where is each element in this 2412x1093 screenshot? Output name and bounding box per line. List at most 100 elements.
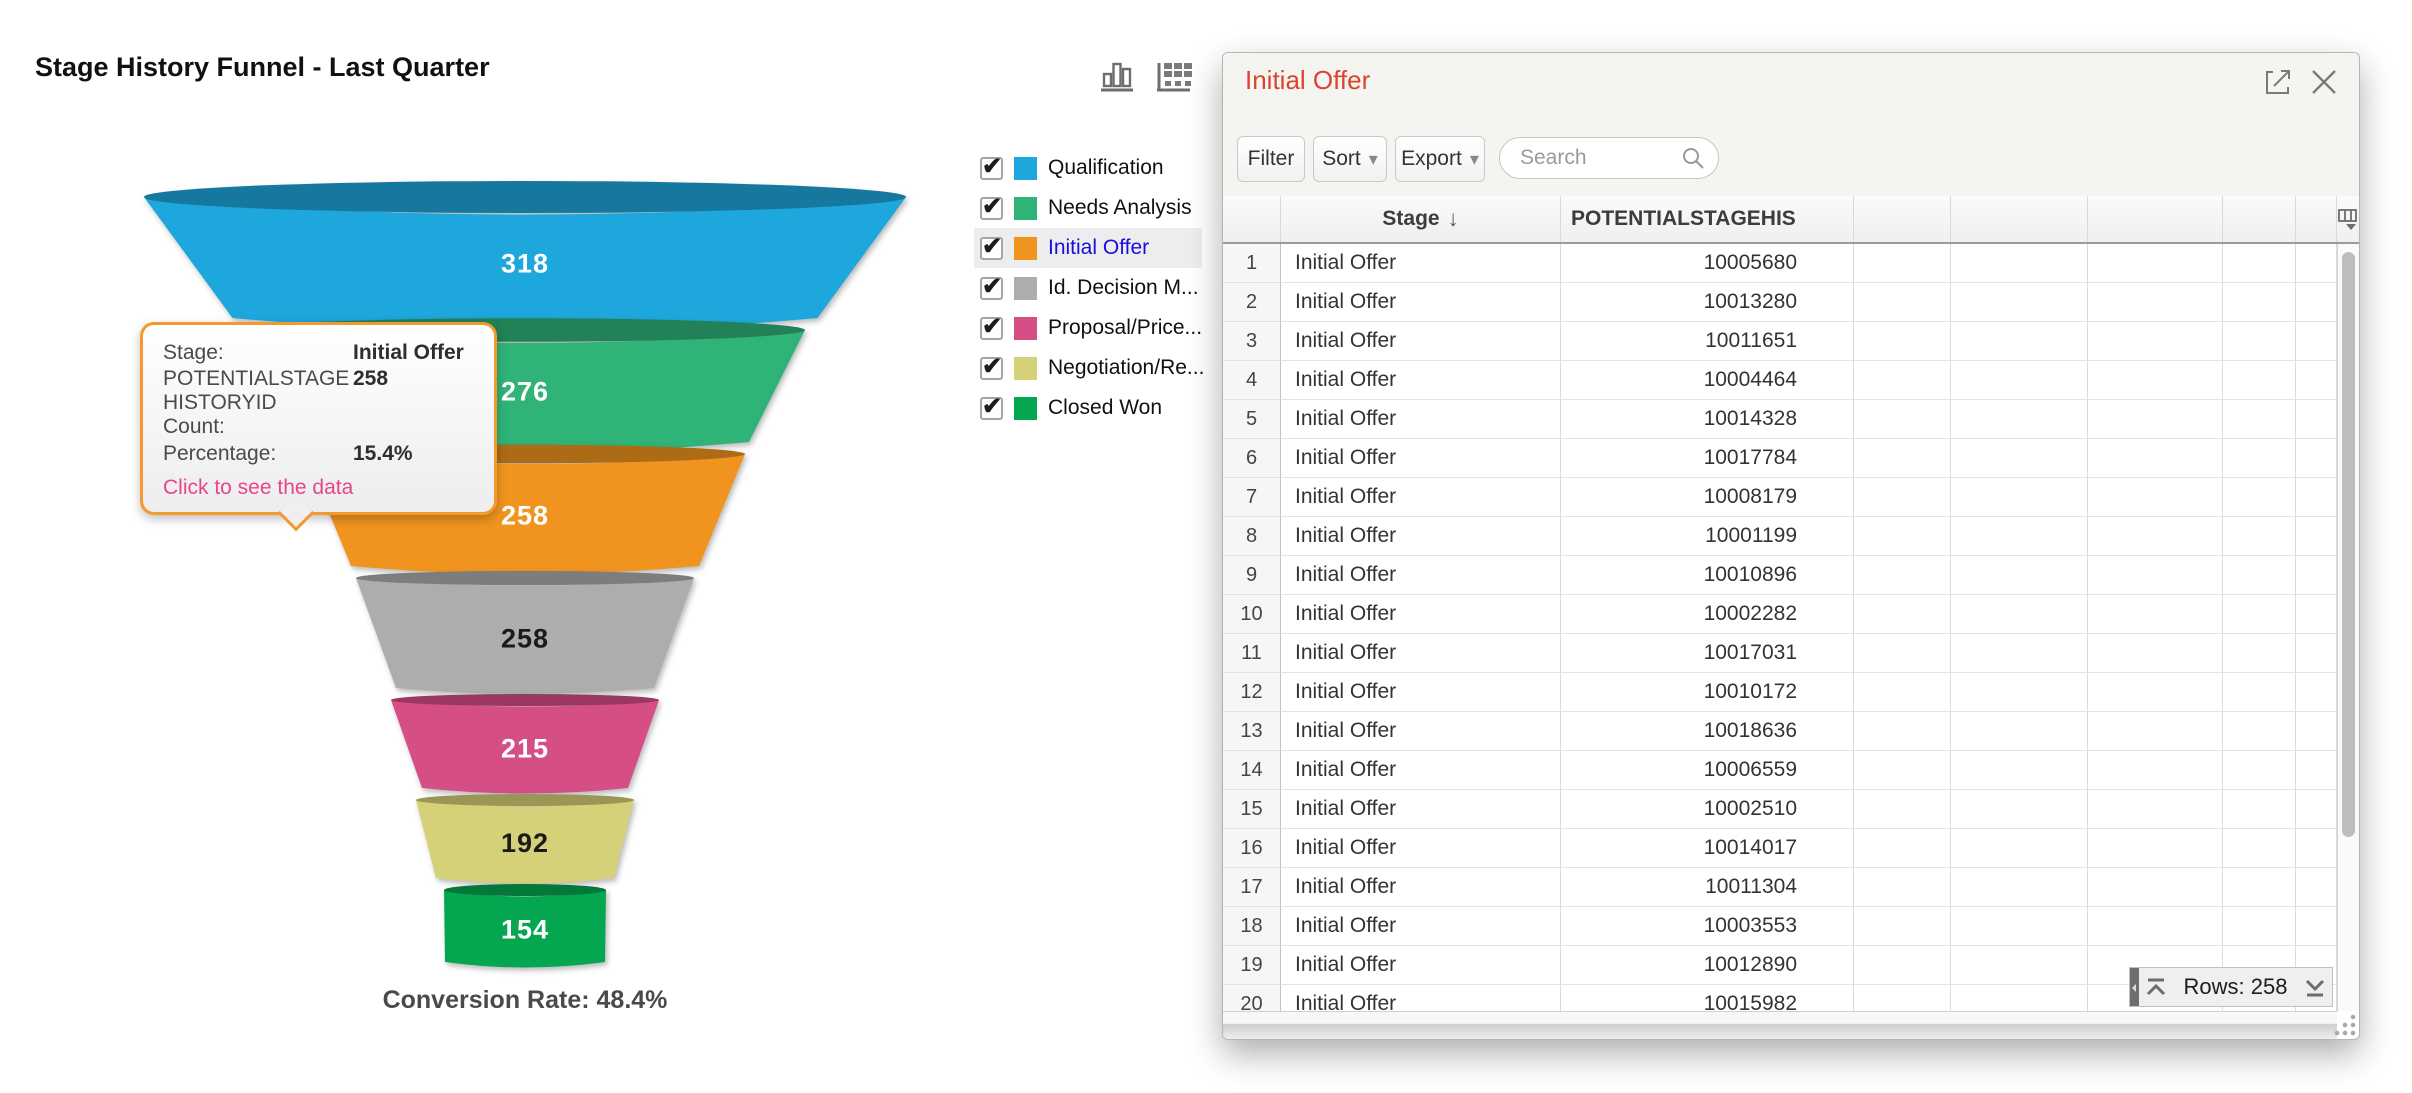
search-input[interactable] (1518, 145, 1680, 171)
scroll-to-top-icon[interactable] (2139, 968, 2173, 1006)
table-row[interactable]: 8 Initial Offer 10001199 (1223, 517, 2337, 556)
legend-item-negotiation-re---[interactable]: Negotiation/Re... (974, 348, 1204, 388)
checkbox-icon[interactable] (980, 232, 1003, 261)
data-panel: Initial Offer Filter Sort Export (1222, 52, 2360, 1040)
table-row[interactable]: 4 Initial Offer 10004464 (1223, 361, 2337, 400)
close-icon[interactable] (2309, 67, 2339, 97)
table-row[interactable]: 12 Initial Offer 10010172 (1223, 673, 2337, 712)
rows-count-label: Rows: 258 (2173, 974, 2298, 1000)
legend-item-proposal-price---[interactable]: Proposal/Price... (974, 308, 1202, 348)
bar-chart-icon[interactable] (1096, 56, 1138, 98)
stage-cell: Initial Offer (1281, 283, 1561, 322)
funnel-segment-qualification[interactable]: 318 (144, 180, 906, 332)
scroll-to-bottom-icon[interactable] (2298, 968, 2332, 1006)
caret-down-icon (1470, 147, 1479, 171)
stage-cell: Initial Offer (1281, 595, 1561, 634)
table-row[interactable]: 15 Initial Offer 10002510 (1223, 790, 2337, 829)
funnel-segment-body[interactable] (444, 890, 606, 968)
table-row[interactable]: 5 Initial Offer 10014328 (1223, 400, 2337, 439)
table-row[interactable]: 2 Initial Offer 10013280 (1223, 283, 2337, 322)
checkbox-icon[interactable] (980, 312, 1003, 341)
empty-cell-3 (2088, 868, 2223, 907)
column-header-stage[interactable]: Stage ↓ (1281, 196, 1561, 242)
empty-cell-2 (1951, 595, 2088, 634)
empty-cell-2 (1951, 478, 2088, 517)
column-header-empty-1 (1854, 196, 1951, 242)
vertical-scrollbar[interactable] (2337, 244, 2359, 1011)
column-header-id[interactable]: POTENTIALSTAGEHIS (1561, 196, 1854, 242)
stage-header-label: Stage (1382, 207, 1440, 230)
tooltip-see-data-link[interactable]: Click to see the data (163, 475, 354, 499)
potentialstagehistoryid-cell: 10018636 (1561, 712, 1854, 751)
empty-cell-4 (2223, 244, 2296, 283)
potentialstagehistoryid-cell: 10012890 (1561, 946, 1854, 985)
stage-cell: Initial Offer (1281, 244, 1561, 283)
funnel-segment-closed-won[interactable]: 154 (444, 884, 606, 968)
funnel-segment-body[interactable] (144, 197, 906, 332)
open-in-new-window-icon[interactable] (2263, 67, 2293, 97)
empty-cell-1 (1854, 712, 1951, 751)
empty-cell-3 (2088, 829, 2223, 868)
row-index-cell: 12 (1223, 673, 1281, 712)
table-row[interactable]: 18 Initial Offer 10003553 (1223, 907, 2337, 946)
legend-item-qualification[interactable]: Qualification (974, 148, 1202, 188)
rows-label: Rows: (2183, 974, 2245, 999)
legend-color-swatch (1014, 396, 1037, 420)
scrollbar-thumb[interactable] (2342, 252, 2355, 837)
stage-cell: Initial Offer (1281, 556, 1561, 595)
table-row[interactable]: 6 Initial Offer 10017784 (1223, 439, 2337, 478)
horizontal-scrollbar[interactable] (1223, 1011, 2337, 1039)
checkbox-icon[interactable] (980, 152, 1003, 181)
empty-cell-4 (2223, 829, 2296, 868)
legend-item-initial-offer[interactable]: Initial Offer (974, 228, 1202, 268)
sort-button[interactable]: Sort (1313, 136, 1387, 182)
legend-color-swatch (1014, 316, 1037, 340)
checkbox-icon[interactable] (980, 272, 1003, 301)
filter-button[interactable]: Filter (1237, 136, 1305, 182)
empty-cell-3 (2088, 595, 2223, 634)
checkbox-icon[interactable] (980, 352, 1003, 381)
export-button-label: Export (1401, 147, 1462, 170)
funnel-tooltip: Stage: Initial Offer POTENTIALSTAGE HIST… (140, 322, 497, 532)
empty-cell-5 (2296, 790, 2337, 829)
legend-item-id--decision-m---[interactable]: Id. Decision M... (974, 268, 1202, 308)
table-row[interactable]: 10 Initial Offer 10002282 (1223, 595, 2337, 634)
table-row[interactable]: 16 Initial Offer 10014017 (1223, 829, 2337, 868)
funnel-segment-body[interactable] (416, 800, 634, 884)
export-button[interactable]: Export (1395, 136, 1485, 182)
empty-cell-3 (2088, 712, 2223, 751)
table-row[interactable]: 9 Initial Offer 10010896 (1223, 556, 2337, 595)
pivot-table-icon[interactable] (1152, 56, 1194, 98)
checkbox-icon[interactable] (980, 192, 1003, 221)
empty-cell-5 (2296, 907, 2337, 946)
panel-resize-grip[interactable] (2331, 1011, 2357, 1037)
table-row[interactable]: 17 Initial Offer 10011304 (1223, 868, 2337, 907)
funnel-segment-body[interactable] (356, 578, 694, 694)
column-picker-button[interactable] (2337, 196, 2359, 244)
funnel-segment-id--decision-m---[interactable]: 258 (356, 570, 694, 694)
table-row[interactable]: 13 Initial Offer 10018636 (1223, 712, 2337, 751)
empty-cell-5 (2296, 517, 2337, 556)
empty-cell-1 (1854, 790, 1951, 829)
empty-cell-1 (1854, 868, 1951, 907)
table-row[interactable]: 3 Initial Offer 10011651 (1223, 322, 2337, 361)
stage-cell: Initial Offer (1281, 322, 1561, 361)
rows-control-handle[interactable] (2130, 968, 2139, 1006)
table-row[interactable]: 11 Initial Offer 10017031 (1223, 634, 2337, 673)
table-row[interactable]: 14 Initial Offer 10006559 (1223, 751, 2337, 790)
legend-item-closed-won[interactable]: Closed Won (974, 388, 1202, 428)
legend-item-needs-analysis[interactable]: Needs Analysis (974, 188, 1202, 228)
stage-cell: Initial Offer (1281, 790, 1561, 829)
funnel-segment-proposal-price---[interactable]: 215 (391, 694, 659, 794)
potentialstagehistoryid-cell: 10005680 (1561, 244, 1854, 283)
empty-cell-3 (2088, 907, 2223, 946)
funnel-segment-body[interactable] (391, 700, 659, 794)
search-icon[interactable] (1680, 145, 1706, 171)
funnel-segment-negotiation-re---[interactable]: 192 (416, 794, 634, 884)
table-row[interactable]: 7 Initial Offer 10008179 (1223, 478, 2337, 517)
table-row[interactable]: 1 Initial Offer 10005680 (1223, 244, 2337, 283)
stage-cell: Initial Offer (1281, 751, 1561, 790)
checkbox-icon[interactable] (980, 392, 1003, 421)
table-row[interactable]: 20 Initial Offer 10015982 (1223, 985, 2337, 1011)
table-row[interactable]: 19 Initial Offer 10012890 (1223, 946, 2337, 985)
